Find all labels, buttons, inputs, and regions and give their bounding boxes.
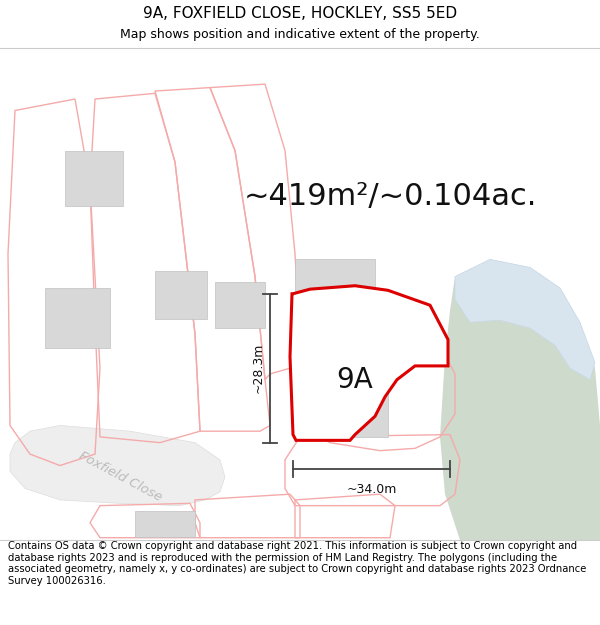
Bar <box>215 282 265 328</box>
Bar <box>45 288 110 348</box>
Text: ~28.3m: ~28.3m <box>251 343 265 393</box>
Text: ~419m²/~0.104ac.: ~419m²/~0.104ac. <box>244 182 536 211</box>
Bar <box>320 374 388 437</box>
Bar <box>155 271 207 319</box>
Text: Contains OS data © Crown copyright and database right 2021. This information is : Contains OS data © Crown copyright and d… <box>8 541 586 586</box>
Text: Map shows position and indicative extent of the property.: Map shows position and indicative extent… <box>120 28 480 41</box>
Polygon shape <box>290 286 448 441</box>
Bar <box>65 151 123 206</box>
Polygon shape <box>440 259 600 540</box>
Text: 9A, FOXFIELD CLOSE, HOCKLEY, SS5 5ED: 9A, FOXFIELD CLOSE, HOCKLEY, SS5 5ED <box>143 6 457 21</box>
Text: 9A: 9A <box>337 366 373 394</box>
Polygon shape <box>455 259 595 379</box>
Text: ~34.0m: ~34.0m <box>346 483 397 496</box>
Bar <box>295 259 375 328</box>
Bar <box>135 511 195 537</box>
Polygon shape <box>10 426 225 506</box>
Text: Foxfield Close: Foxfield Close <box>76 449 164 504</box>
